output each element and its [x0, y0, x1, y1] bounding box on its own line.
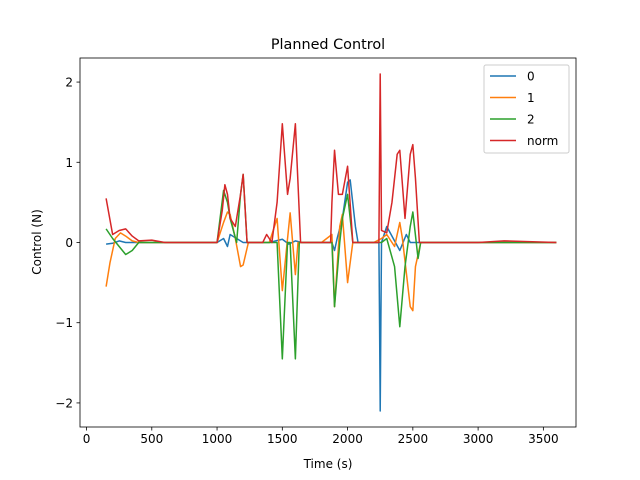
series-line-0	[106, 179, 557, 412]
series-line-norm	[105, 73, 557, 244]
legend-label: 2	[527, 113, 535, 127]
x-tick-label: 2500	[398, 432, 429, 446]
y-axis-label: Control (N)	[30, 209, 44, 275]
legend-label: 1	[527, 91, 535, 105]
x-tick-label: 3000	[463, 432, 494, 446]
axes-layer: 0 500 1000 1500 2000 2500 3000 3500 −2 −1 0 1 2	[55, 57, 577, 446]
x-tick-label: 0	[83, 432, 91, 446]
series-layer	[105, 73, 557, 412]
y-tick-label: 1	[65, 156, 73, 170]
y-tick-label: −2	[55, 396, 73, 410]
legend-label: norm	[527, 134, 558, 148]
x-axis-label: Time (s)	[303, 457, 353, 471]
chart-title: Planned Control	[271, 37, 385, 53]
y-tick-label: 2	[65, 76, 73, 90]
legend-label: 0	[527, 70, 535, 84]
x-tick-label: 1500	[267, 432, 298, 446]
legend-box	[483, 64, 570, 154]
x-tick-label: 2000	[332, 432, 363, 446]
x-tick-label: 1000	[202, 432, 233, 446]
y-tick-label: 0	[65, 236, 73, 250]
legend: 0 1 2 norm	[483, 64, 570, 154]
x-tick-label: 500	[140, 432, 163, 446]
y-tick-label: −1	[55, 316, 73, 330]
x-tick-label: 3500	[528, 432, 559, 446]
